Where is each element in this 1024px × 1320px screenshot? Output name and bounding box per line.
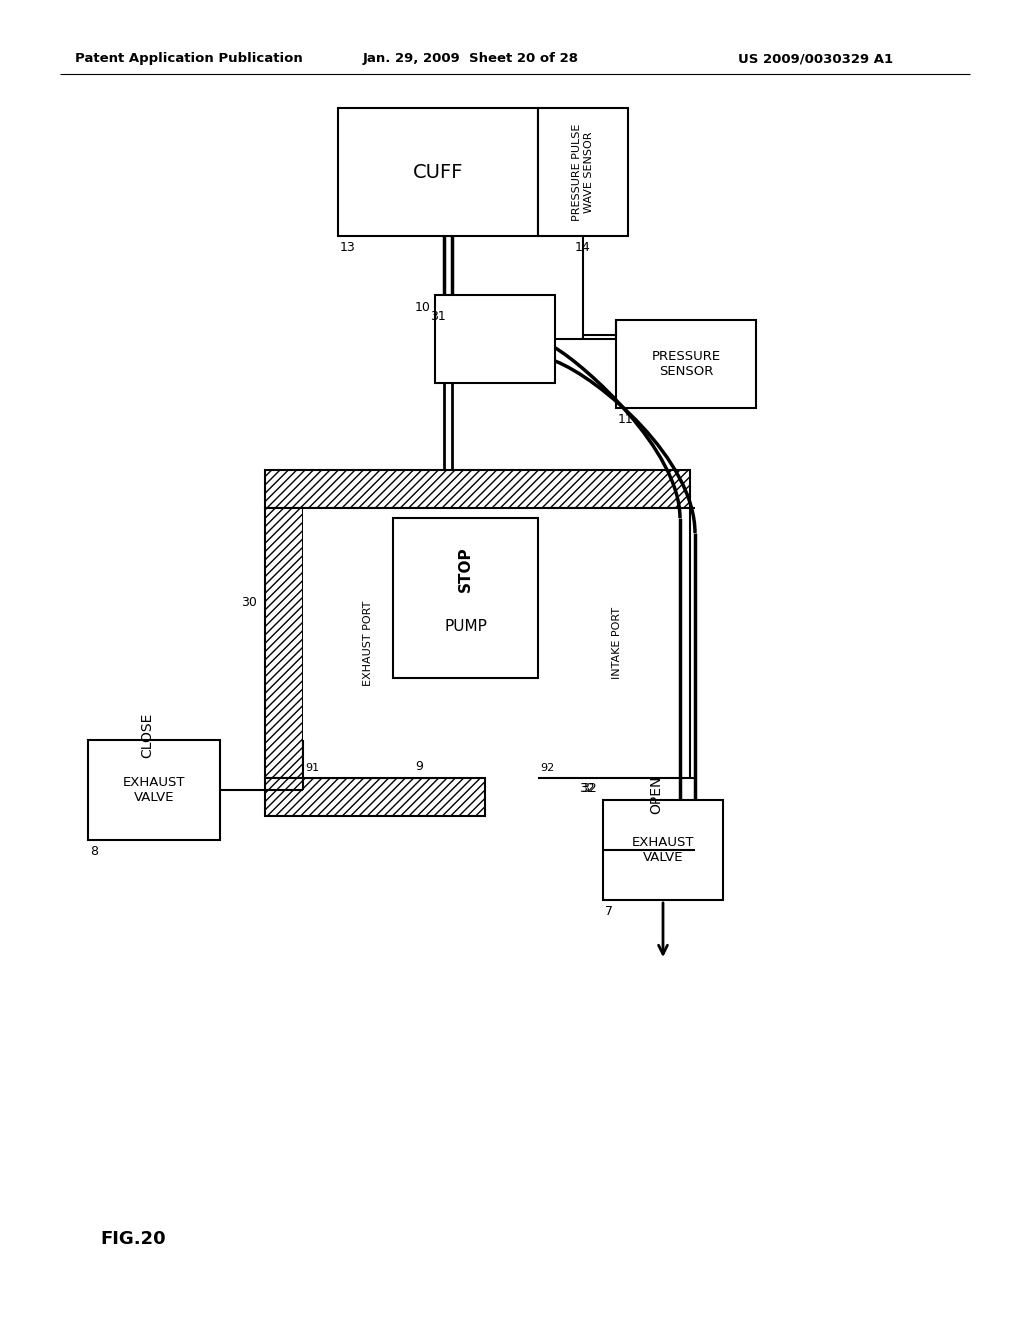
Bar [303,508,433,777]
Text: PRESSURE
SENSOR: PRESSURE SENSOR [651,350,721,378]
Text: Jan. 29, 2009  Sheet 20 of 28: Jan. 29, 2009 Sheet 20 of 28 [362,51,579,65]
Bar [393,517,538,678]
Text: 14: 14 [575,242,591,253]
Text: 32: 32 [582,781,597,795]
Text: Patent Application Publication: Patent Application Publication [75,51,303,65]
Text: 13: 13 [340,242,355,253]
Text: 92: 92 [540,763,554,774]
Text: 31: 31 [430,309,445,322]
Bar [538,508,695,777]
Text: PUMP: PUMP [444,619,487,635]
Bar [603,800,723,900]
Bar [538,108,628,236]
Text: 9: 9 [415,760,423,774]
Text: CLOSE: CLOSE [140,713,154,758]
Bar [265,508,303,777]
Text: EXHAUST
VALVE: EXHAUST VALVE [123,776,185,804]
Text: 91: 91 [305,763,319,774]
Text: 32: 32 [580,781,595,795]
Bar [435,294,555,383]
Bar [265,470,690,508]
Text: EXHAUST
VALVE: EXHAUST VALVE [632,836,694,865]
Text: 30: 30 [241,597,257,609]
Text: INTAKE PORT: INTAKE PORT [611,607,622,678]
Text: FIG.20: FIG.20 [100,1230,166,1247]
Text: EXHAUST PORT: EXHAUST PORT [362,601,373,685]
Text: 11: 11 [618,413,634,426]
Text: 7: 7 [605,906,613,917]
Bar [88,741,220,840]
Text: PRESSURE PULSE
WAVE SENSOR: PRESSURE PULSE WAVE SENSOR [572,123,594,220]
Bar [338,108,538,236]
Text: STOP: STOP [458,546,473,591]
Text: 8: 8 [90,845,98,858]
Text: US 2009/0030329 A1: US 2009/0030329 A1 [738,51,893,65]
Text: OPEN: OPEN [649,776,663,814]
Text: CUFF: CUFF [413,162,463,181]
Bar [616,319,756,408]
Text: 10: 10 [415,301,431,314]
Bar [265,777,485,816]
